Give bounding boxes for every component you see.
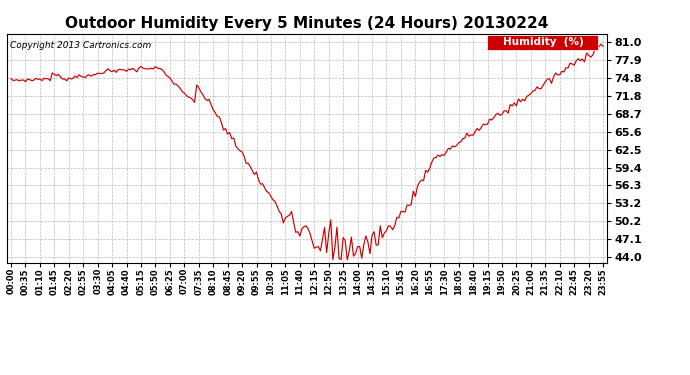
FancyBboxPatch shape [487, 35, 598, 50]
Text: Copyright 2013 Cartronics.com: Copyright 2013 Cartronics.com [10, 40, 151, 50]
Text: Humidity  (%): Humidity (%) [502, 37, 583, 47]
Title: Outdoor Humidity Every 5 Minutes (24 Hours) 20130224: Outdoor Humidity Every 5 Minutes (24 Hou… [66, 16, 549, 31]
